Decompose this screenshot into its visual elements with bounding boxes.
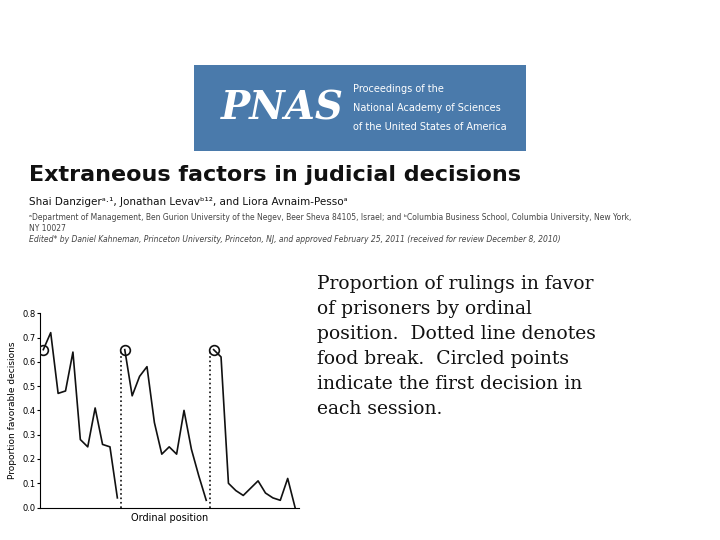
Text: Extraneous factors in judicial decisions: Extraneous factors in judicial decisions (29, 165, 521, 185)
Text: Edited* by Daniel Kahneman, Princeton University, Princeton, NJ, and approved Fe: Edited* by Daniel Kahneman, Princeton Un… (29, 235, 560, 244)
Y-axis label: Proportion favorable decisions: Proportion favorable decisions (8, 342, 17, 479)
Text: Proceedings of the: Proceedings of the (354, 84, 444, 94)
Text: of the United States of America: of the United States of America (354, 122, 507, 132)
Text: ᵃDepartment of Management, Ben Gurion University of the Negev, Beer Sheva 84105,: ᵃDepartment of Management, Ben Gurion Un… (29, 213, 631, 233)
Text: PNAS: PNAS (221, 89, 344, 127)
Text: Proportion of rulings in favor
of prisoners by ordinal
position.  Dotted line de: Proportion of rulings in favor of prison… (317, 275, 595, 418)
Text: Shai Danzigerᵃ·¹, Jonathan Levavᵇ¹², and Liora Avnaim-Pessoᵃ: Shai Danzigerᵃ·¹, Jonathan Levavᵇ¹², and… (29, 197, 348, 207)
Text: National Academy of Sciences: National Academy of Sciences (354, 103, 501, 113)
X-axis label: Ordinal position: Ordinal position (130, 513, 208, 523)
